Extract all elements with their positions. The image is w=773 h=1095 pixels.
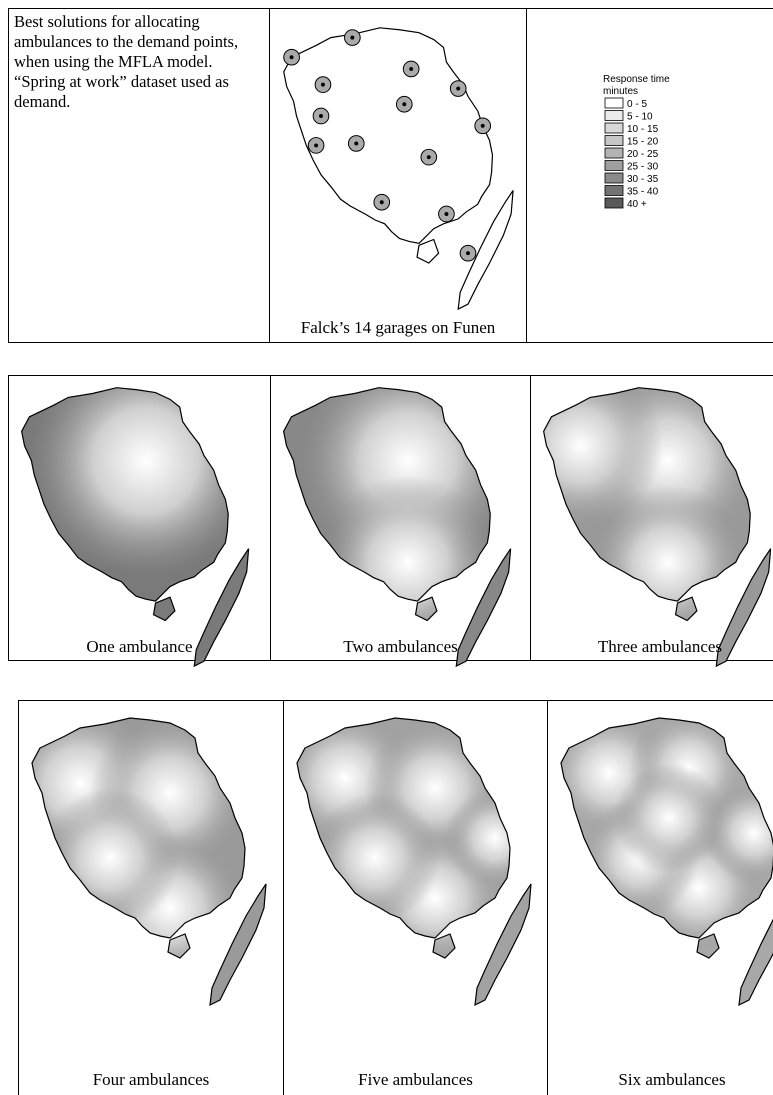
map [0, 703, 280, 1018]
map-fill [272, 18, 527, 322]
map [275, 708, 545, 1018]
coverage-area [614, 763, 724, 873]
map [10, 344, 262, 679]
legend-label: 35 - 40 [627, 187, 659, 198]
map [544, 708, 773, 1018]
garage-dot [350, 36, 354, 40]
legend-label: 15 - 20 [627, 137, 659, 148]
legend-label: 5 - 10 [627, 112, 653, 123]
garage-dot [380, 200, 384, 204]
panel-label: Five ambulances [283, 1070, 548, 1090]
legend-swatch [605, 173, 623, 183]
legend-swatch [605, 136, 623, 146]
page: Best solutions for allocating ambulances… [0, 0, 773, 1095]
legend-label: 20 - 25 [627, 149, 659, 160]
garage-dot [427, 155, 431, 159]
legend-swatch [605, 98, 623, 108]
legend-swatch [605, 198, 623, 208]
garage-dot [402, 102, 406, 106]
legend-swatch [605, 186, 623, 196]
garage-dot [321, 83, 325, 87]
garage-dot [319, 114, 323, 118]
garage-dot [466, 251, 470, 255]
legend-swatch [605, 148, 623, 158]
legend-swatch [605, 161, 623, 171]
legend-title: Response time [603, 74, 670, 85]
legend-label: 30 - 35 [627, 174, 659, 185]
panel-label: One ambulance [8, 637, 271, 657]
legend-label: 40 + [627, 199, 647, 210]
garage-dot [354, 141, 358, 145]
legend-unit: minutes [603, 86, 638, 97]
garage-dot [481, 124, 485, 128]
legend-swatch [605, 111, 623, 121]
garage-dot [456, 87, 460, 91]
panel-label: Four ambulances [18, 1070, 284, 1090]
panel-label: Two ambulances [270, 637, 531, 657]
legend-label: 10 - 15 [627, 124, 659, 135]
garage-dot [444, 212, 448, 216]
panel-label: Three ambulances [530, 637, 773, 657]
garage-dot [290, 55, 294, 59]
map [272, 18, 527, 322]
legend-label: 0 - 5 [627, 99, 647, 110]
map [272, 354, 524, 679]
garage-dot [409, 67, 413, 71]
map [498, 363, 773, 678]
legend-swatch [605, 123, 623, 133]
legend-label: 25 - 30 [627, 162, 659, 173]
panel-label: Six ambulances [547, 1070, 773, 1090]
garage-dot [314, 143, 318, 147]
figure: Response timeminutes 0 - 5 5 - 1010 - 15 15… [0, 0, 773, 1095]
coverage-area [29, 344, 262, 577]
coverage-area [40, 788, 180, 928]
